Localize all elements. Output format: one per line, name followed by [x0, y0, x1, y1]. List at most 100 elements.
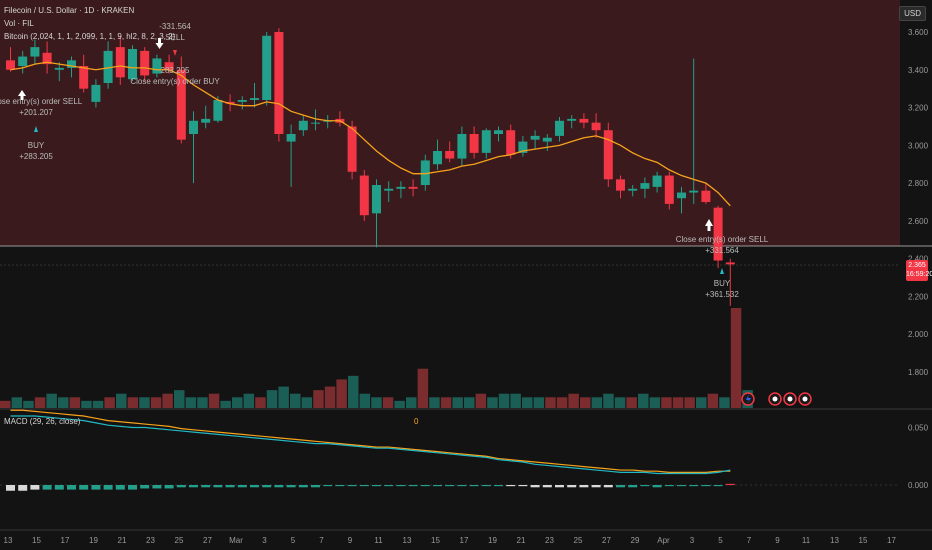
price-axis-label: 1.800 [908, 368, 929, 377]
strategy-label[interactable]: Bitcoin (2,024, 1, 1, 2,099, 1, 1, 9, hl… [4, 32, 176, 41]
macd-hist-bar [225, 485, 235, 488]
candles-layer [6, 28, 735, 306]
candle-body [298, 120, 308, 131]
price-axis-label: 2.400 [908, 255, 929, 264]
volume-bar [174, 390, 185, 408]
volume-bar [34, 397, 46, 408]
volume-bar [46, 393, 57, 408]
volume-layer [0, 308, 753, 408]
time-axis-label: 11 [802, 536, 811, 545]
volume-bar [649, 397, 661, 408]
volume-bar [92, 400, 104, 408]
event-markers[interactable] [741, 392, 812, 406]
macd-hist-bar [579, 485, 589, 488]
macd-hist-bar [18, 485, 28, 491]
macd-hist-bar [298, 485, 308, 488]
arrow-down-icon [173, 50, 177, 56]
candle-body [579, 118, 589, 123]
annotation-sub: +331.564 [705, 246, 739, 255]
macd-hist-bar [128, 485, 137, 490]
macd-hist-bar [518, 485, 528, 487]
volume-bar [672, 397, 684, 408]
macd-hist-bar [640, 485, 650, 487]
price-axis-label: 2.200 [908, 292, 929, 301]
event-dot-icon [802, 396, 808, 402]
price-axis-label: 2.000 [908, 330, 929, 339]
volume-bar [266, 390, 278, 408]
macd-hist-bar [359, 485, 369, 487]
time-axis-label: Mar [229, 536, 243, 545]
volume-bar [313, 390, 324, 408]
candle-body [6, 60, 15, 70]
candle-body [347, 126, 357, 172]
macd-hist-bar [67, 485, 76, 490]
volume-indicator-label[interactable]: Vol · FIL [4, 19, 34, 28]
candle-body [445, 151, 455, 159]
time-axis-label: 3 [690, 536, 695, 545]
arrow-up-icon [34, 126, 38, 132]
volume-bar [220, 400, 231, 408]
macd-hist-bar [286, 485, 296, 488]
volume-bar [150, 397, 162, 408]
macd-hist-bar [201, 485, 211, 488]
volume-bar [162, 393, 173, 408]
macd-hist-bar [481, 485, 491, 487]
time-axis-label: 29 [631, 536, 640, 545]
macd-title[interactable]: MACD (29, 26, close) [4, 417, 81, 426]
annotation-sub: SELL [165, 33, 185, 42]
annotation-text: 283.205 [161, 66, 190, 75]
time-axis-label: 15 [32, 536, 41, 545]
candle-body [164, 62, 174, 70]
time-axis-label: 17 [887, 536, 896, 545]
macd-hist-bar [603, 485, 613, 488]
candle-body [237, 100, 247, 102]
time-axis-label: 17 [61, 536, 70, 545]
trade-annotation-buy-2: BUY +361.532 [705, 268, 739, 299]
volume-bar [614, 397, 626, 408]
volume-bar [359, 393, 371, 408]
macd-axis-label: 0.050 [908, 424, 929, 433]
candle-body [201, 118, 211, 123]
time-axis-label: 25 [175, 536, 184, 545]
volume-bar [464, 397, 475, 408]
volume-bar [58, 397, 69, 408]
volume-bar [498, 393, 510, 408]
event-dot-icon [772, 396, 778, 402]
symbol-title[interactable]: Filecoin / U.S. Dollar · 1D · KRAKEN [4, 6, 135, 15]
volume-bar [591, 397, 603, 408]
time-axis-label: 21 [517, 536, 526, 545]
macd-hist-bar [311, 485, 320, 488]
volume-bar [603, 393, 614, 408]
candle-body [372, 185, 381, 214]
macd-hist-bar [91, 485, 101, 490]
candle-body [494, 130, 503, 134]
candle-body [286, 134, 296, 142]
macd-axis-label: 0.000 [908, 481, 929, 490]
volume-bar [139, 397, 150, 408]
volume-bar [684, 397, 695, 408]
volume-bar [104, 397, 115, 408]
candle-body [225, 101, 235, 104]
time-axis-label: 19 [89, 536, 98, 545]
macd-hist-bar [335, 485, 345, 487]
volume-bar [0, 400, 11, 408]
macd-hist-bar [469, 485, 479, 487]
time-axis-label: 9 [775, 536, 780, 545]
candle-body [152, 58, 162, 74]
price-axis-label: 3.200 [908, 104, 929, 113]
candle-body [506, 130, 516, 155]
volume-bar [127, 397, 139, 408]
trade-annotation-buy-close: 283.205 Close entry(s) order BUY [130, 66, 220, 86]
volume-bar [23, 400, 34, 408]
volume-bar [696, 397, 707, 408]
time-axis[interactable]: 13 15 17 19 21 23 25 27 Mar 3 5 7 9 11 13 15 17 19 21 23 25 2… [4, 536, 897, 545]
candle-body [616, 179, 625, 191]
currency-button[interactable]: USD [899, 6, 926, 21]
candle-body [18, 56, 28, 66]
time-axis-label: 9 [348, 536, 353, 545]
arrow-up-icon [720, 268, 724, 274]
volume-bar [336, 379, 347, 408]
price-axis[interactable]: 3.600 3.400 3.200 3.000 2.800 2.600 2.400 2.200… [908, 28, 929, 490]
